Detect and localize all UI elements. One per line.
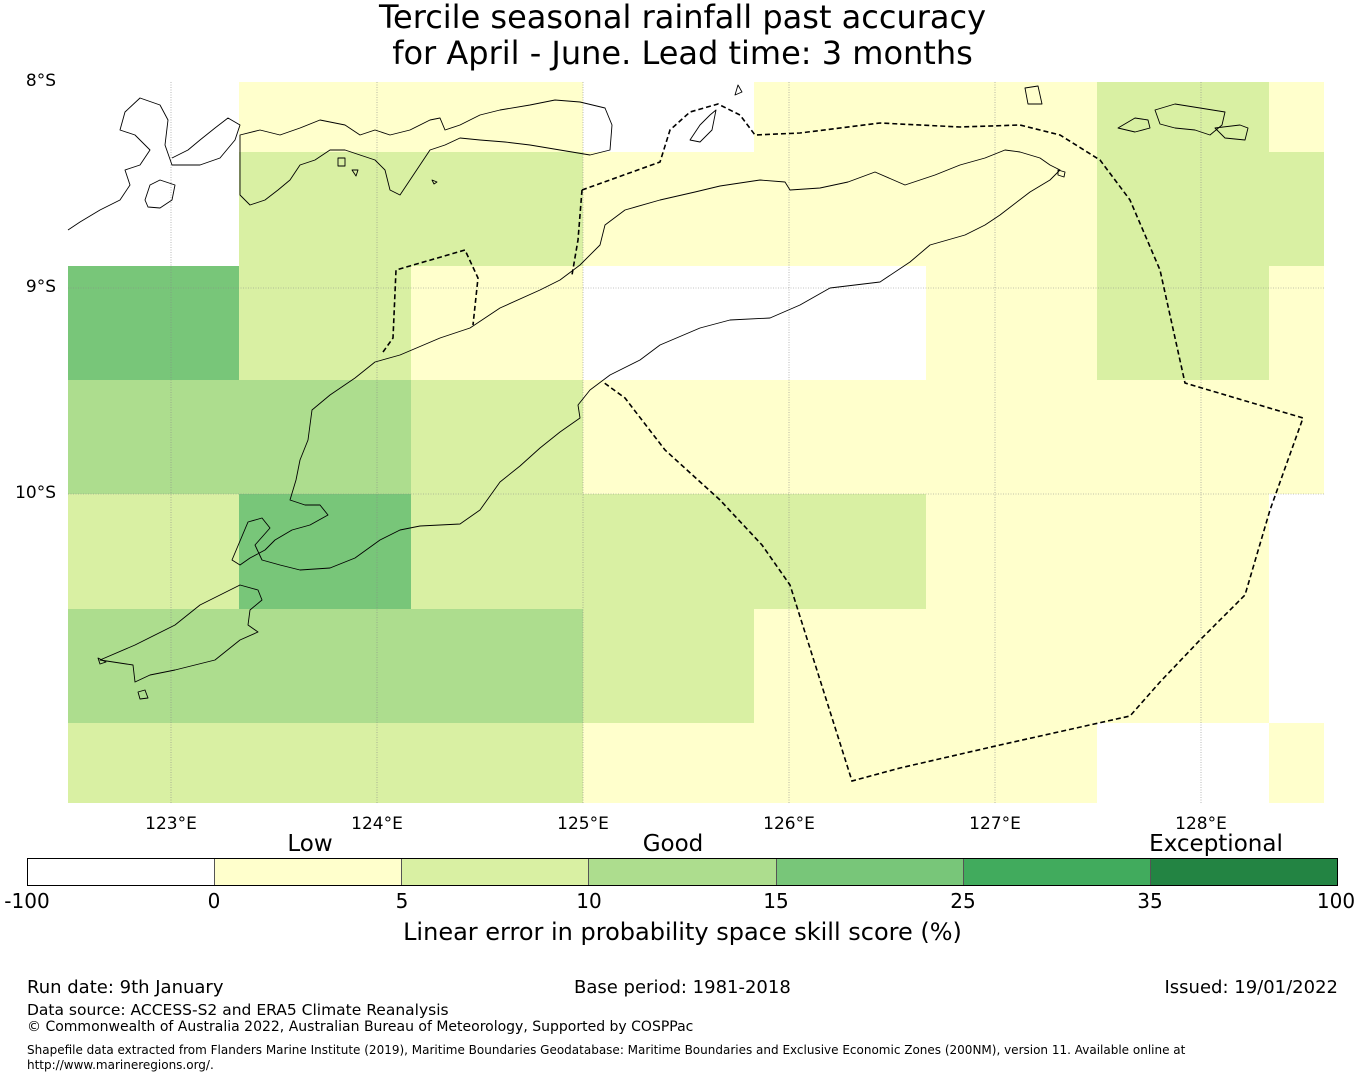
colorbar-tick: 5 [395,889,409,913]
graticule [68,82,1324,803]
lon-label-127e: 127°E [969,814,1021,834]
skill-grid-cells [68,82,1324,803]
lon-label-126e: 126°E [763,814,815,834]
colorbar-tick: 15 [763,889,789,913]
lat-label-9s: 9°S [25,277,56,297]
colorbar-tick: 35 [1137,889,1163,913]
shapefile-credit: Shapefile data extracted from Flanders M… [27,1043,1186,1072]
colorbar-tick: 10 [576,889,602,913]
colorbar-tick: 25 [950,889,976,913]
lon-label-125e: 125°E [557,814,609,834]
colorbar-segment [776,859,964,885]
lon-label-124e: 124°E [351,814,403,834]
legend-category-good: Good [642,831,704,857]
legend-category-exceptional: Exceptional [1149,831,1283,857]
skill-score-map [67,82,1324,803]
lon-label-123e: 123°E [145,814,197,834]
run-date: Run date: 9th January [27,977,224,998]
base-period: Base period: 1981-2018 [574,977,791,998]
colorbar-segment [1150,859,1337,885]
colorbar-segment [215,859,403,885]
coastlines [67,84,1249,700]
map-title-line1: Tercile seasonal rainfall past accuracy [378,0,987,36]
map-title-line2: for April - June. Lead time: 3 months [392,34,973,72]
colorbar-tick: 0 [207,889,221,913]
colorbar-segment [963,859,1151,885]
colorbar-segment [589,859,777,885]
data-source: Data source: ACCESS-S2 and ERA5 Climate … [27,1001,449,1019]
issued-date: Issued: 19/01/2022 [1164,977,1338,998]
lat-label-10s: 10°S [15,483,56,503]
legend-category-low: Low [287,831,333,857]
copyright: © Commonwealth of Australia 2022, Austra… [27,1019,694,1035]
colorbar [27,858,1338,886]
colorbar-segment [402,859,590,885]
lon-label-128e: 128°E [1175,814,1227,834]
colorbar-tick: 100 [1316,889,1356,913]
lat-label-8s: 8°S [25,71,56,91]
eez-boundary [382,103,1305,782]
colorbar-tick: -100 [4,889,50,913]
colorbar-segment [28,859,216,885]
colorbar-label: Linear error in probability space skill … [403,918,962,946]
